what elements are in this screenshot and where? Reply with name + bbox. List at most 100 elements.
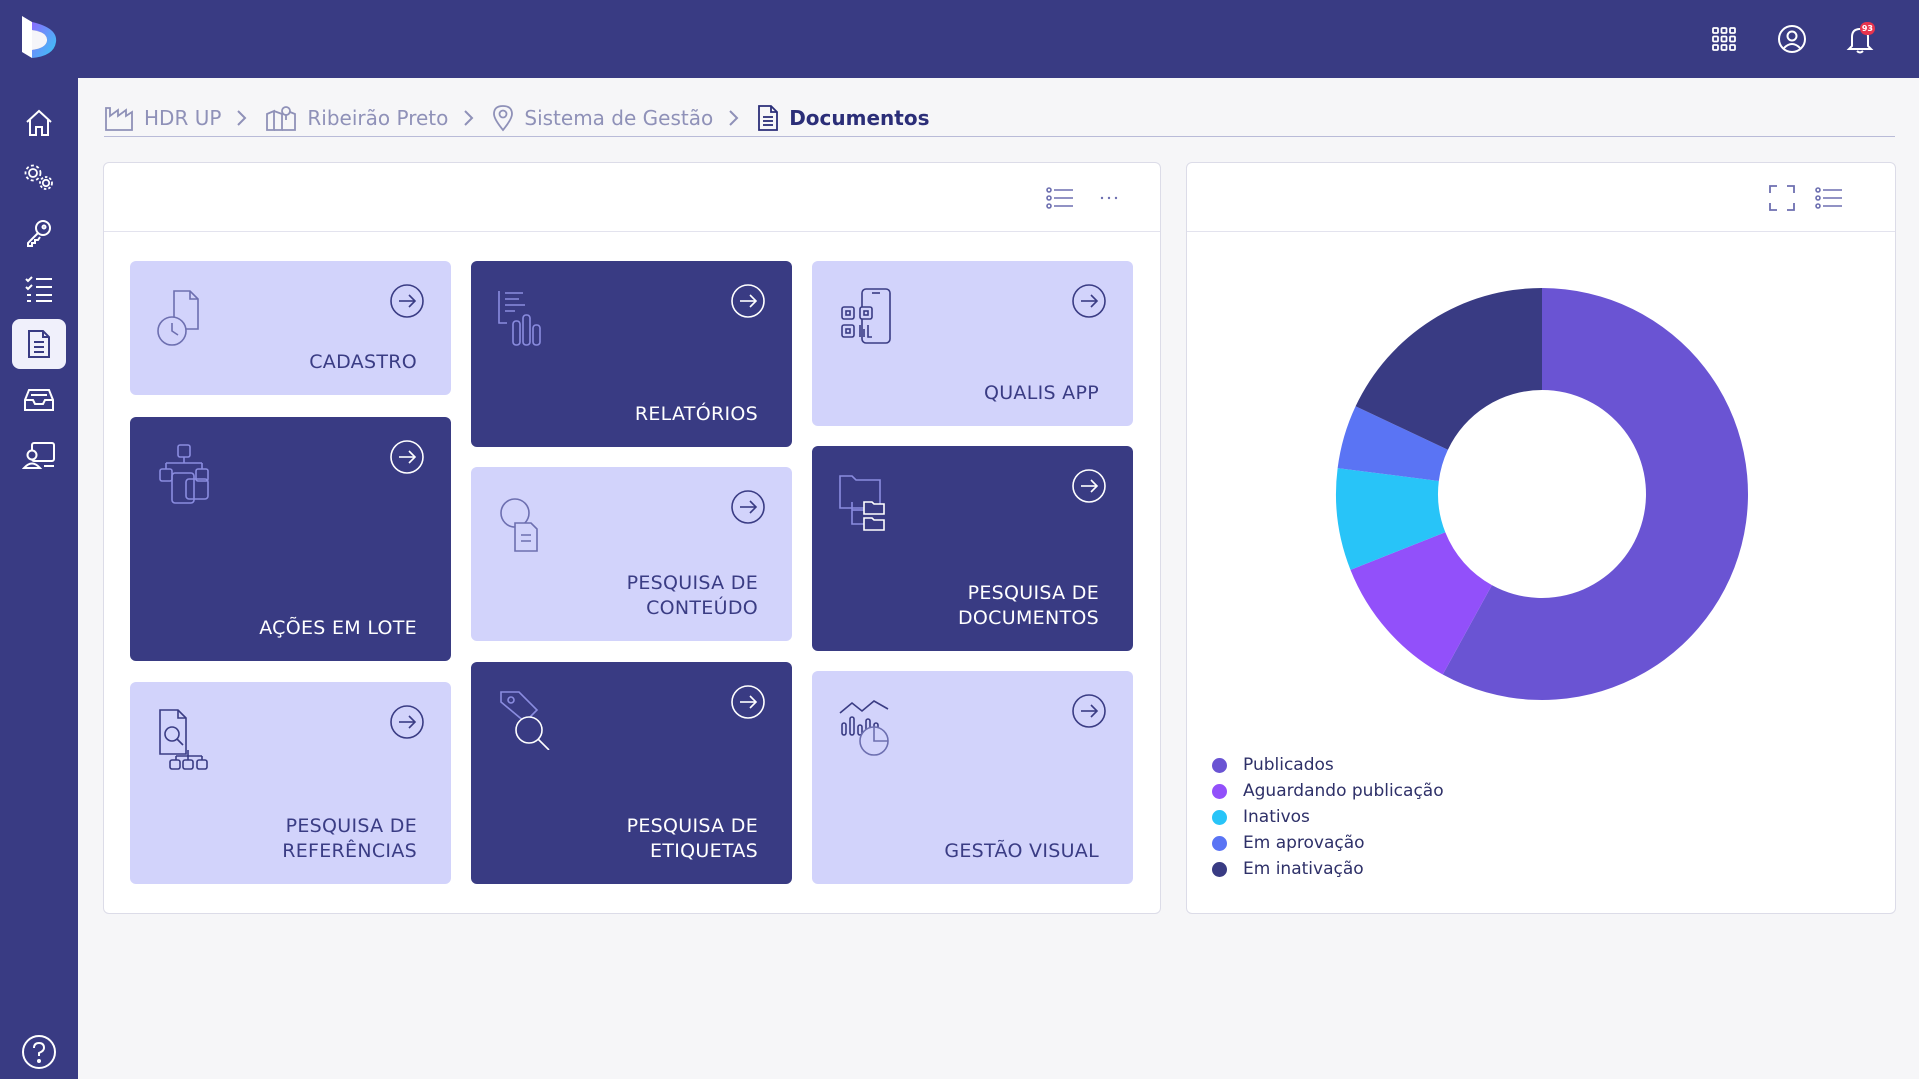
settings-gears-icon (24, 164, 53, 190)
legend-dot (1212, 809, 1227, 825)
org-tree-icon (159, 444, 209, 504)
tile-pesquisa-documentos[interactable]: PESQUISA DE DOCUMENTOS (812, 446, 1133, 651)
donut-chart (1336, 288, 1748, 700)
arrow-right-circle-icon (1072, 284, 1106, 318)
inbox-tray-icon (24, 389, 54, 411)
document-icon (28, 330, 50, 358)
legend-label: Em inativação (1243, 859, 1364, 879)
legend-label: Aguardando publicação (1243, 781, 1444, 801)
tile-label: QUALIS APP (983, 382, 1099, 404)
folders-icon (839, 475, 885, 531)
tile-pesquisa-referencias[interactable]: PESQUISA DE REFERÊNCIAS (130, 682, 451, 884)
tile-label: PESQUISA DE REFERÊNCIAS (282, 815, 417, 862)
breadcrumb-divider (104, 136, 1895, 137)
app-logo-icon[interactable] (18, 12, 60, 64)
sidebar-item-inbox[interactable] (12, 375, 66, 425)
document-clock-icon (157, 290, 199, 346)
apps-grid-icon[interactable] (1705, 20, 1743, 58)
notification-badge: 93 (1859, 22, 1875, 35)
arrow-right-circle-icon (1072, 694, 1106, 728)
breadcrumb-label: Ribeirão Preto (307, 106, 449, 130)
key-icon (27, 220, 51, 247)
panel-header (1187, 163, 1895, 232)
breadcrumb-item-hdr-up[interactable]: HDR UP (104, 104, 221, 132)
arrow-right-circle-icon (731, 490, 765, 524)
arrow-right-circle-icon (731, 685, 765, 719)
legend-item[interactable]: Aguardando publicação (1212, 778, 1444, 804)
map-icon (266, 106, 297, 131)
top-bar: 93 (0, 0, 1919, 78)
legend-label: Em aprovação (1243, 833, 1365, 853)
tile-label: GESTÃO VISUAL (944, 840, 1099, 862)
tile-cadastro[interactable]: CADASTRO (130, 261, 451, 395)
chart-panel (1186, 162, 1896, 914)
sidebar-item-keys[interactable] (12, 208, 66, 258)
sidebar-item-settings[interactable] (12, 153, 66, 203)
breadcrumb-item-ribeirao-preto[interactable]: Ribeirão Preto (265, 104, 448, 132)
legend-dot (1212, 835, 1227, 851)
help-button[interactable] (19, 1032, 59, 1072)
arrow-right-circle-icon (390, 440, 424, 474)
report-bars-icon (498, 291, 541, 346)
sidebar-item-checklist[interactable] (12, 264, 66, 314)
list-view-icon[interactable] (1813, 183, 1845, 213)
tile-gestao-visual[interactable]: GESTÃO VISUAL (812, 671, 1133, 884)
tile-acoes-em-lote[interactable]: AÇÕES EM LOTE (130, 417, 451, 661)
tile-label: PESQUISA DE ETIQUETAS (626, 815, 758, 862)
tile-label: PESQUISA DE CONTEÚDO (626, 572, 758, 619)
home-icon (26, 109, 52, 136)
panel-header (104, 163, 1160, 232)
legend-dot (1212, 783, 1227, 799)
tile-label: PESQUISA DE DOCUMENTOS (958, 582, 1099, 629)
tile-pesquisa-conteudo[interactable]: PESQUISA DE CONTEÚDO (471, 467, 792, 641)
breadcrumb-item-documentos[interactable]: Documentos (757, 104, 930, 132)
arrow-right-circle-icon (731, 284, 765, 318)
tile-relatorios[interactable]: RELATÓRIOS (471, 261, 792, 447)
tile-label: CADASTRO (309, 351, 417, 373)
legend-item[interactable]: Inativos (1212, 804, 1444, 830)
donut-slice-3[interactable] (1337, 406, 1448, 481)
tile-qualis-app[interactable]: QUALIS APP (812, 261, 1133, 426)
list-view-icon[interactable] (1044, 183, 1076, 213)
tile-pesquisa-etiquetas[interactable]: PESQUISA DE ETIQUETAS (471, 662, 792, 884)
donut-slice-1[interactable] (1350, 532, 1492, 675)
sidebar-item-users[interactable] (12, 430, 66, 480)
location-pin-icon (493, 105, 514, 132)
tag-search-icon (500, 691, 550, 750)
legend-item[interactable]: Em aprovação (1212, 830, 1444, 856)
sidebar (0, 78, 78, 1079)
checklist-icon (25, 276, 52, 302)
sidebar-item-home[interactable] (12, 98, 66, 148)
tile-label: AÇÕES EM LOTE (259, 617, 417, 639)
chevron-right-icon (462, 109, 474, 127)
donut-slice-4[interactable] (1355, 288, 1542, 450)
legend-item[interactable]: Em inativação (1212, 856, 1444, 882)
fullscreen-icon[interactable] (1766, 183, 1798, 213)
factory-icon (105, 107, 133, 131)
legend-dot (1212, 861, 1227, 877)
arrow-right-circle-icon (1072, 469, 1106, 503)
tile-label: RELATÓRIOS (634, 403, 758, 425)
sidebar-item-documents[interactable] (12, 319, 66, 369)
legend-dot (1212, 757, 1227, 773)
user-board-icon (22, 442, 55, 469)
chevron-right-icon (727, 109, 739, 127)
donut-slice-0[interactable] (1442, 288, 1748, 700)
breadcrumb-item-sistema-gestao[interactable]: Sistema de Gestão (492, 104, 713, 132)
breadcrumb: HDR UP Ribeirão Preto Sistema de Gestão … (104, 100, 930, 136)
donut-slice-2[interactable] (1336, 468, 1446, 570)
document-search-network-icon (159, 709, 208, 770)
more-dots-icon[interactable] (1093, 183, 1125, 213)
legend-label: Publicados (1243, 755, 1334, 775)
chevron-right-icon (235, 109, 247, 127)
chart-legend: Publicados Aguardando publicação Inativos E… (1212, 752, 1444, 882)
legend-item[interactable]: Publicados (1212, 752, 1444, 778)
arrow-right-circle-icon (390, 705, 424, 739)
user-circle-icon[interactable] (1773, 20, 1811, 58)
chart-trend-icon (839, 700, 889, 756)
bell-icon[interactable]: 93 (1841, 20, 1879, 58)
breadcrumb-label: Documentos (789, 106, 930, 130)
breadcrumb-label: HDR UP (144, 106, 222, 130)
breadcrumb-label: Sistema de Gestão (524, 106, 714, 130)
legend-label: Inativos (1243, 807, 1310, 827)
